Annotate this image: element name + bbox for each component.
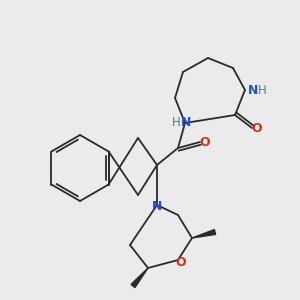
Text: O: O: [252, 122, 262, 136]
Polygon shape: [192, 230, 216, 238]
Polygon shape: [131, 268, 148, 288]
Text: N: N: [152, 200, 162, 214]
Text: N: N: [248, 83, 258, 97]
Text: O: O: [176, 256, 186, 269]
Text: O: O: [200, 136, 210, 148]
Text: H: H: [258, 85, 266, 98]
Text: H: H: [172, 116, 180, 128]
Text: N: N: [181, 116, 191, 128]
